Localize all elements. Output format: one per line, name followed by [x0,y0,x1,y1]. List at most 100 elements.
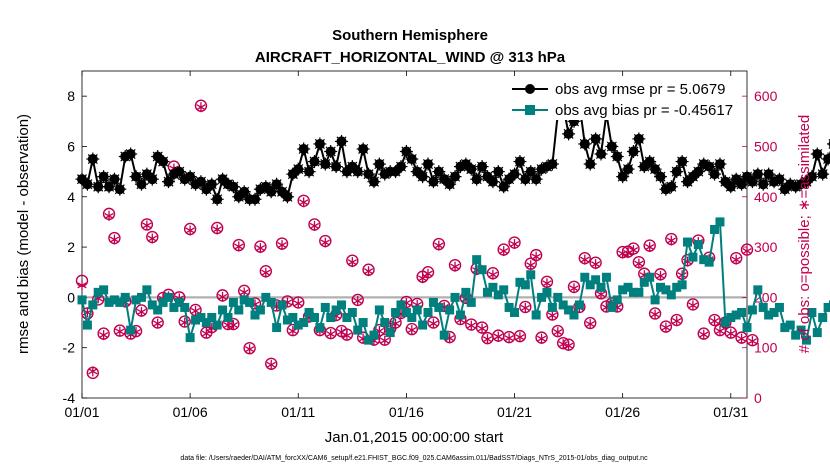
assimilated-point [542,278,552,289]
rmse-point-star [579,138,590,149]
bias-point [526,270,536,280]
rmse-point-star [531,174,542,185]
bias-point [499,285,509,295]
assimilated-point [553,327,563,338]
bias-point [493,290,503,300]
bias-point [450,292,460,302]
bias-point [337,300,347,310]
assimilated-point [153,318,163,329]
assimilated-point [661,322,671,333]
rmse-point-star [131,171,142,182]
bias-point [369,330,379,340]
bias-point [731,310,741,320]
assimilated-point [504,333,514,344]
rmse-point-star [76,174,88,185]
assimilated-point [277,240,287,251]
rmse-point-star [320,159,331,170]
assimilated-point [98,330,109,341]
legend-entry-bias: obs avg bias pr = -0.45617 [512,102,733,119]
rmse-point-star [509,169,520,180]
assimilated-point [731,254,741,265]
assimilated-point [228,320,239,331]
rmse-point-star [374,159,385,170]
assimilated-point [320,237,330,248]
bias-point [104,297,114,307]
rmse-point-star [623,164,634,175]
bias-point [180,302,190,312]
assimilated-point [353,295,363,306]
rmse-point-star [806,171,817,182]
bias-point [158,297,168,307]
assimilated-point [520,302,530,313]
rmse-point-star [87,154,98,165]
assimilated-point [650,309,660,320]
assimilated-point [547,310,558,321]
bias-point [326,313,336,323]
bias-point [191,315,201,325]
bias-point [272,323,282,333]
rmse-point-star [450,171,461,182]
bias-point [569,310,579,320]
rmse-point-star [817,169,828,180]
rmse-point-star [260,181,271,192]
bias-point [677,280,687,290]
bias-point [445,305,455,315]
bias-point [142,285,152,295]
bias-point [634,287,644,297]
assimilated-point [347,257,357,268]
assimilated-point [688,300,698,311]
bias-point [823,302,830,312]
rmse-point-star [147,174,158,185]
rmse-point-star [428,176,439,187]
rmse-point-star [671,166,682,177]
rmse-point-star [114,184,125,195]
y-right-tick-label: 100 [754,340,778,356]
rmse-point-star [709,169,720,180]
assimilated-point [742,246,752,257]
bias-point [645,272,655,282]
rmse-point-star [331,161,342,172]
bias-point [391,307,401,317]
bias-point [796,325,806,335]
rmse-point-star [698,159,709,170]
x-tick-label: 01/11 [281,404,315,420]
assimilated-point [482,334,493,345]
bias-point [704,257,714,267]
assimilated-point [423,268,433,279]
rmse-point-star [596,148,607,160]
assimilated-point [558,339,568,350]
y-left-tick-label: -2 [63,340,76,356]
rmse-point-star [125,148,136,160]
bias-point [747,305,757,315]
rmse-point-star [249,194,261,205]
bias-point [412,305,422,315]
rmse-point-star [93,181,104,192]
bias-point [666,290,676,300]
assimilated-point [136,306,147,317]
rmse-point-star [158,156,169,167]
rmse-point-star [444,179,455,190]
bias-point [255,305,265,315]
rmse-point-star [628,146,639,157]
bias-point [623,282,633,292]
y-left-tick-label: 0 [67,289,75,305]
y-axis-left-label: rmse and bias (model - observation) [15,114,32,354]
rmse-point-star [271,179,282,190]
rmse-point-star [109,174,120,185]
bias-point [818,313,828,323]
bias-point [710,224,720,234]
rmse-point-star [590,133,601,144]
assimilated-point [407,325,417,336]
bias-point [591,275,601,285]
bias-point [277,300,287,310]
assimilated-point [196,102,206,113]
assimilated-point [212,224,222,235]
rmse-point-star [363,169,374,180]
rmse-point-star [439,174,450,185]
assimilated-point [115,326,125,337]
bias-point [380,318,390,328]
legend-marker-rmse [525,84,535,94]
bias-point [482,287,492,297]
